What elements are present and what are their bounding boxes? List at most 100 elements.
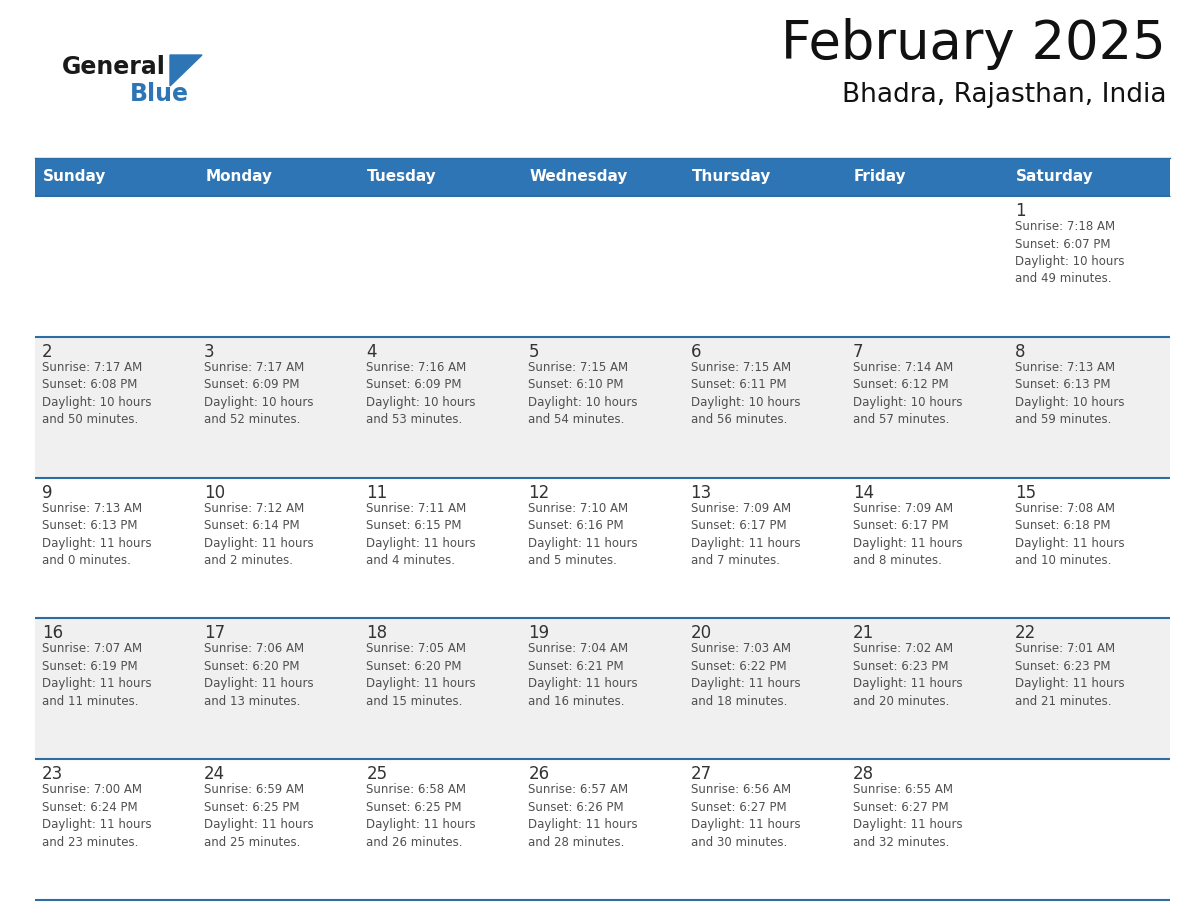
- Bar: [34, 759, 197, 900]
- Text: Sunrise: 7:15 AM
Sunset: 6:11 PM
Daylight: 10 hours
and 56 minutes.: Sunrise: 7:15 AM Sunset: 6:11 PM Dayligh…: [690, 361, 800, 426]
- Text: 24: 24: [204, 766, 226, 783]
- Text: Sunrise: 7:07 AM
Sunset: 6:19 PM
Daylight: 11 hours
and 11 minutes.: Sunrise: 7:07 AM Sunset: 6:19 PM Dayligh…: [42, 643, 152, 708]
- Text: Sunrise: 7:13 AM
Sunset: 6:13 PM
Daylight: 11 hours
and 0 minutes.: Sunrise: 7:13 AM Sunset: 6:13 PM Dayligh…: [42, 501, 152, 567]
- Text: Sunrise: 7:09 AM
Sunset: 6:17 PM
Daylight: 11 hours
and 8 minutes.: Sunrise: 7:09 AM Sunset: 6:17 PM Dayligh…: [853, 501, 962, 567]
- Text: Sunrise: 7:10 AM
Sunset: 6:16 PM
Daylight: 11 hours
and 5 minutes.: Sunrise: 7:10 AM Sunset: 6:16 PM Dayligh…: [529, 501, 638, 567]
- Bar: [683, 759, 846, 900]
- Text: 10: 10: [204, 484, 226, 501]
- Text: Tuesday: Tuesday: [367, 170, 437, 185]
- Text: Sunrise: 7:13 AM
Sunset: 6:13 PM
Daylight: 10 hours
and 59 minutes.: Sunrise: 7:13 AM Sunset: 6:13 PM Dayligh…: [1015, 361, 1124, 426]
- Bar: [197, 759, 359, 900]
- Text: Sunrise: 7:15 AM
Sunset: 6:10 PM
Daylight: 10 hours
and 54 minutes.: Sunrise: 7:15 AM Sunset: 6:10 PM Dayligh…: [529, 361, 638, 426]
- Text: Thursday: Thursday: [691, 170, 771, 185]
- Text: 9: 9: [42, 484, 52, 501]
- Bar: [522, 619, 683, 759]
- Text: 26: 26: [529, 766, 550, 783]
- Bar: [846, 759, 1007, 900]
- Text: Sunrise: 7:17 AM
Sunset: 6:09 PM
Daylight: 10 hours
and 52 minutes.: Sunrise: 7:17 AM Sunset: 6:09 PM Dayligh…: [204, 361, 314, 426]
- Bar: [359, 619, 522, 759]
- Text: Sunrise: 7:17 AM
Sunset: 6:08 PM
Daylight: 10 hours
and 50 minutes.: Sunrise: 7:17 AM Sunset: 6:08 PM Dayligh…: [42, 361, 152, 426]
- Bar: [197, 477, 359, 619]
- Bar: [359, 477, 522, 619]
- Text: 4: 4: [366, 342, 377, 361]
- Text: Saturday: Saturday: [1016, 170, 1094, 185]
- Text: 5: 5: [529, 342, 539, 361]
- Bar: [522, 477, 683, 619]
- Text: 1: 1: [1015, 202, 1025, 220]
- Text: Sunrise: 7:05 AM
Sunset: 6:20 PM
Daylight: 11 hours
and 15 minutes.: Sunrise: 7:05 AM Sunset: 6:20 PM Dayligh…: [366, 643, 476, 708]
- Bar: [683, 337, 846, 477]
- Bar: [683, 158, 846, 196]
- Polygon shape: [170, 55, 202, 86]
- Text: Sunrise: 7:16 AM
Sunset: 6:09 PM
Daylight: 10 hours
and 53 minutes.: Sunrise: 7:16 AM Sunset: 6:09 PM Dayligh…: [366, 361, 475, 426]
- Text: Sunrise: 6:56 AM
Sunset: 6:27 PM
Daylight: 11 hours
and 30 minutes.: Sunrise: 6:56 AM Sunset: 6:27 PM Dayligh…: [690, 783, 801, 849]
- Text: Sunrise: 7:18 AM
Sunset: 6:07 PM
Daylight: 10 hours
and 49 minutes.: Sunrise: 7:18 AM Sunset: 6:07 PM Dayligh…: [1015, 220, 1124, 285]
- Bar: [197, 196, 359, 337]
- Bar: [34, 477, 197, 619]
- Text: Sunrise: 7:06 AM
Sunset: 6:20 PM
Daylight: 11 hours
and 13 minutes.: Sunrise: 7:06 AM Sunset: 6:20 PM Dayligh…: [204, 643, 314, 708]
- Text: Monday: Monday: [206, 170, 272, 185]
- Text: 22: 22: [1015, 624, 1036, 643]
- Text: 2: 2: [42, 342, 52, 361]
- Text: Sunrise: 7:12 AM
Sunset: 6:14 PM
Daylight: 11 hours
and 2 minutes.: Sunrise: 7:12 AM Sunset: 6:14 PM Dayligh…: [204, 501, 314, 567]
- Text: Sunrise: 7:00 AM
Sunset: 6:24 PM
Daylight: 11 hours
and 23 minutes.: Sunrise: 7:00 AM Sunset: 6:24 PM Dayligh…: [42, 783, 152, 849]
- Text: Sunrise: 6:58 AM
Sunset: 6:25 PM
Daylight: 11 hours
and 26 minutes.: Sunrise: 6:58 AM Sunset: 6:25 PM Dayligh…: [366, 783, 476, 849]
- Bar: [846, 158, 1007, 196]
- Text: 25: 25: [366, 766, 387, 783]
- Text: Blue: Blue: [129, 82, 189, 106]
- Bar: [683, 196, 846, 337]
- Bar: [1007, 196, 1170, 337]
- Text: 7: 7: [853, 342, 864, 361]
- Bar: [846, 477, 1007, 619]
- Text: 21: 21: [853, 624, 874, 643]
- Bar: [846, 196, 1007, 337]
- Text: Sunrise: 7:11 AM
Sunset: 6:15 PM
Daylight: 11 hours
and 4 minutes.: Sunrise: 7:11 AM Sunset: 6:15 PM Dayligh…: [366, 501, 476, 567]
- Text: 18: 18: [366, 624, 387, 643]
- Text: Sunrise: 6:57 AM
Sunset: 6:26 PM
Daylight: 11 hours
and 28 minutes.: Sunrise: 6:57 AM Sunset: 6:26 PM Dayligh…: [529, 783, 638, 849]
- Text: 23: 23: [42, 766, 63, 783]
- Text: 6: 6: [690, 342, 701, 361]
- Bar: [846, 337, 1007, 477]
- Text: Friday: Friday: [854, 170, 906, 185]
- Bar: [683, 619, 846, 759]
- Text: 13: 13: [690, 484, 712, 501]
- Bar: [522, 759, 683, 900]
- Bar: [34, 619, 197, 759]
- Text: Sunday: Sunday: [43, 170, 107, 185]
- Bar: [359, 196, 522, 337]
- Bar: [197, 337, 359, 477]
- Text: 16: 16: [42, 624, 63, 643]
- Text: Sunrise: 7:04 AM
Sunset: 6:21 PM
Daylight: 11 hours
and 16 minutes.: Sunrise: 7:04 AM Sunset: 6:21 PM Dayligh…: [529, 643, 638, 708]
- Text: Sunrise: 7:09 AM
Sunset: 6:17 PM
Daylight: 11 hours
and 7 minutes.: Sunrise: 7:09 AM Sunset: 6:17 PM Dayligh…: [690, 501, 801, 567]
- Text: 20: 20: [690, 624, 712, 643]
- Bar: [34, 196, 197, 337]
- Text: Sunrise: 7:03 AM
Sunset: 6:22 PM
Daylight: 11 hours
and 18 minutes.: Sunrise: 7:03 AM Sunset: 6:22 PM Dayligh…: [690, 643, 801, 708]
- Text: Sunrise: 7:01 AM
Sunset: 6:23 PM
Daylight: 11 hours
and 21 minutes.: Sunrise: 7:01 AM Sunset: 6:23 PM Dayligh…: [1015, 643, 1125, 708]
- Text: 27: 27: [690, 766, 712, 783]
- Text: General: General: [62, 55, 166, 79]
- Text: 17: 17: [204, 624, 226, 643]
- Bar: [683, 477, 846, 619]
- Bar: [522, 337, 683, 477]
- Bar: [1007, 337, 1170, 477]
- Text: Sunrise: 7:02 AM
Sunset: 6:23 PM
Daylight: 11 hours
and 20 minutes.: Sunrise: 7:02 AM Sunset: 6:23 PM Dayligh…: [853, 643, 962, 708]
- Text: 15: 15: [1015, 484, 1036, 501]
- Bar: [197, 619, 359, 759]
- Text: Bhadra, Rajasthan, India: Bhadra, Rajasthan, India: [841, 82, 1165, 108]
- Bar: [1007, 158, 1170, 196]
- Text: Sunrise: 7:08 AM
Sunset: 6:18 PM
Daylight: 11 hours
and 10 minutes.: Sunrise: 7:08 AM Sunset: 6:18 PM Dayligh…: [1015, 501, 1125, 567]
- Bar: [359, 158, 522, 196]
- Text: 28: 28: [853, 766, 874, 783]
- Bar: [1007, 619, 1170, 759]
- Text: 8: 8: [1015, 342, 1025, 361]
- Text: 11: 11: [366, 484, 387, 501]
- Text: Sunrise: 6:55 AM
Sunset: 6:27 PM
Daylight: 11 hours
and 32 minutes.: Sunrise: 6:55 AM Sunset: 6:27 PM Dayligh…: [853, 783, 962, 849]
- Text: 3: 3: [204, 342, 215, 361]
- Text: 19: 19: [529, 624, 550, 643]
- Text: Sunrise: 7:14 AM
Sunset: 6:12 PM
Daylight: 10 hours
and 57 minutes.: Sunrise: 7:14 AM Sunset: 6:12 PM Dayligh…: [853, 361, 962, 426]
- Text: Sunrise: 6:59 AM
Sunset: 6:25 PM
Daylight: 11 hours
and 25 minutes.: Sunrise: 6:59 AM Sunset: 6:25 PM Dayligh…: [204, 783, 314, 849]
- Bar: [522, 196, 683, 337]
- Text: February 2025: February 2025: [782, 18, 1165, 70]
- Bar: [34, 337, 197, 477]
- Bar: [846, 619, 1007, 759]
